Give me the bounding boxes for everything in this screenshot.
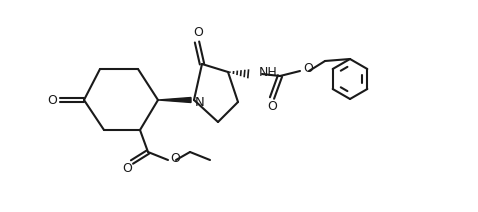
- Text: O: O: [267, 100, 277, 113]
- Text: O: O: [47, 93, 57, 106]
- Text: NH: NH: [259, 67, 278, 80]
- Text: N: N: [195, 95, 205, 109]
- Polygon shape: [158, 98, 191, 102]
- Text: O: O: [193, 26, 203, 39]
- Text: O: O: [170, 152, 180, 166]
- Text: O: O: [122, 162, 132, 174]
- Text: O: O: [303, 63, 313, 75]
